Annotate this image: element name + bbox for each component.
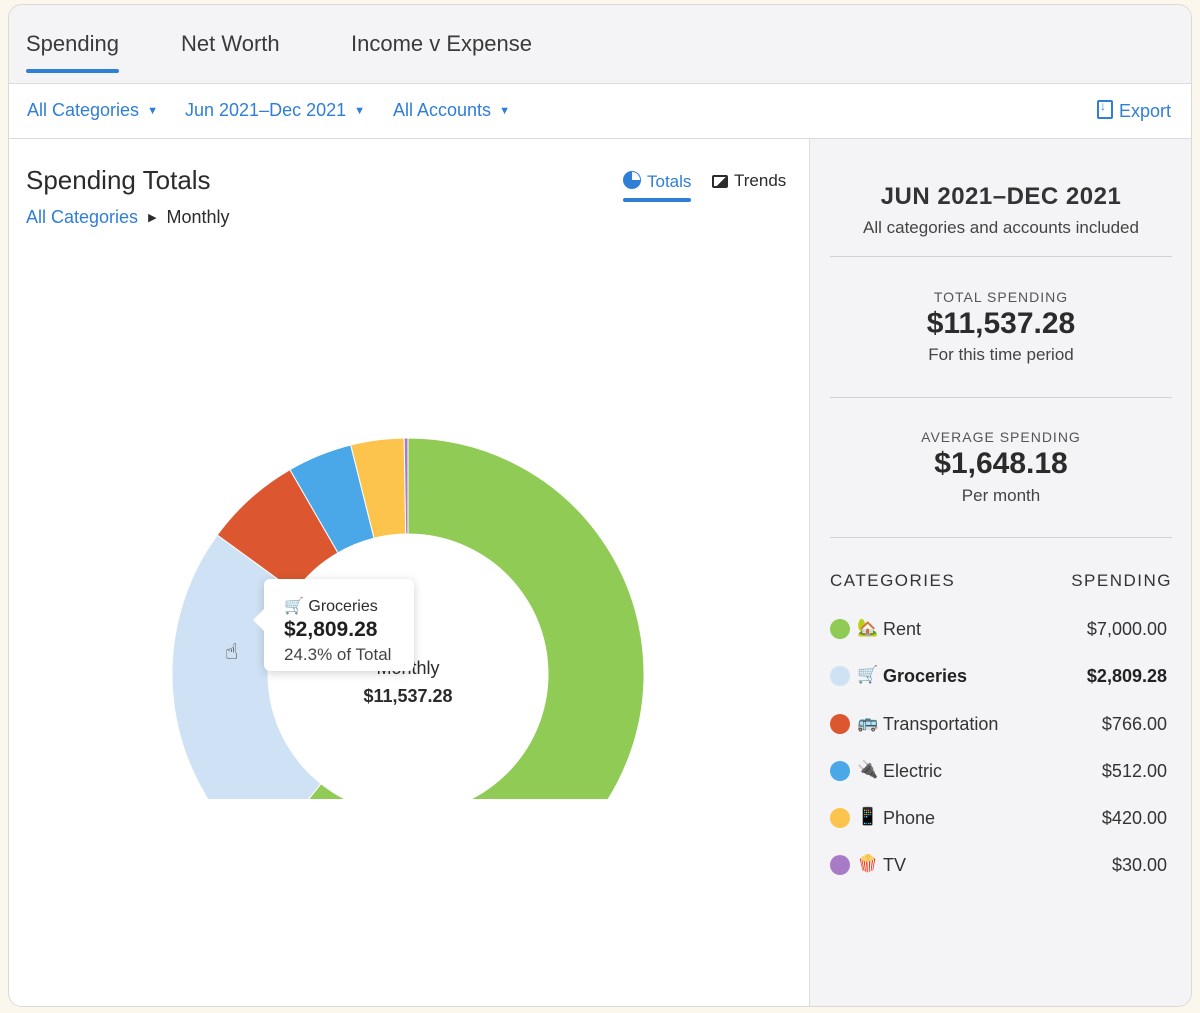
- category-amount: $30.00: [1111, 855, 1167, 875]
- totals-label: Totals: [647, 172, 692, 191]
- tab-net-worth[interactable]: Net Worth: [181, 31, 280, 56]
- tooltip-category-name: Groceries: [308, 598, 378, 615]
- breadcrumb-current: Monthly: [166, 207, 230, 227]
- cart-icon: 🛒: [857, 665, 879, 684]
- hand-cursor-icon: ☝: [225, 639, 239, 664]
- category-name: Phone: [883, 808, 936, 828]
- divider: [830, 397, 1172, 398]
- category-name: Rent: [883, 619, 922, 639]
- spending-header: SPENDING: [1071, 571, 1172, 590]
- spending-chart-panel: Spending Totals All Categories ▶ Monthly T…: [9, 139, 809, 1006]
- tooltip-amount: $2,809.28: [284, 618, 378, 641]
- category-row-electric[interactable]: 🔌 Electric $512.00: [830, 757, 1167, 787]
- house-icon: 🏡: [857, 618, 879, 637]
- category-amount: $420.00: [1101, 808, 1167, 828]
- totals-view-toggle[interactable]: Totals: [623, 171, 692, 202]
- category-filter-label: All Categories: [27, 100, 140, 120]
- divider: [830, 537, 1172, 538]
- cart-icon: 🛒: [284, 598, 304, 615]
- category-row-transportation[interactable]: 🚌 Transportation $766.00: [830, 710, 1167, 740]
- category-row-tv[interactable]: 🍿 TV $30.00: [830, 851, 1167, 881]
- tab-spending[interactable]: Spending: [26, 31, 119, 73]
- donut-slice-tv[interactable]: [403, 437, 409, 535]
- tooltip-category: 🛒 Groceries: [284, 596, 378, 616]
- category-name: TV: [883, 855, 907, 875]
- category-name: Electric: [883, 761, 943, 781]
- trends-label: Trends: [734, 171, 787, 190]
- category-row-phone[interactable]: 📱 Phone $420.00: [830, 804, 1167, 834]
- category-color-dot: [830, 855, 850, 875]
- donut-slice-rent[interactable]: [261, 437, 645, 799]
- tab-income-v-expense[interactable]: Income v Expense: [351, 31, 532, 56]
- category-amount: $7,000.00: [1086, 619, 1167, 639]
- category-color-dot: [830, 761, 850, 781]
- caret-right-icon: ▶: [148, 212, 157, 224]
- filter-bar: All Categories ▼ Jun 2021–Dec 2021 ▼ All A…: [9, 84, 1191, 139]
- spending-donut-chart: Monthly $11,537.28: [171, 437, 645, 799]
- category-name: Transportation: [883, 714, 999, 734]
- categories-header: CATEGORIES: [830, 571, 956, 590]
- average-spending-value: $1,648.18: [934, 447, 1068, 480]
- category-name: Groceries: [883, 666, 968, 686]
- period-subtitle: All categories and accounts included: [863, 218, 1139, 237]
- reports-card: Spending Net Worth Income v Expense All …: [8, 4, 1192, 1007]
- date-range-label: Jun 2021–Dec 2021: [185, 100, 347, 120]
- category-amount: $766.00: [1101, 714, 1167, 734]
- category-filter-dropdown[interactable]: All Categories ▼: [27, 100, 158, 121]
- period-title: JUN 2021–DEC 2021: [880, 183, 1122, 210]
- caret-down-icon: ▼: [354, 105, 366, 117]
- divider: [830, 256, 1172, 257]
- image-icon: [712, 175, 728, 188]
- report-tabs: Spending Net Worth Income v Expense: [9, 5, 1191, 84]
- total-spending-value: $11,537.28: [926, 307, 1076, 340]
- category-amount: $2,809.28: [1086, 666, 1167, 686]
- breadcrumb-all-categories[interactable]: All Categories: [26, 207, 139, 227]
- date-range-dropdown[interactable]: Jun 2021–Dec 2021 ▼: [185, 100, 365, 121]
- average-spending-note: Per month: [961, 486, 1041, 505]
- export-button[interactable]: Export: [1096, 99, 1171, 122]
- summary-panel: JUN 2021–DEC 2021 All categories and acc…: [809, 139, 1191, 1006]
- total-spending-label: TOTAL SPENDING: [933, 289, 1069, 305]
- accounts-filter-dropdown[interactable]: All Accounts ▼: [393, 100, 510, 121]
- export-label: Export: [1118, 101, 1171, 121]
- slice-tooltip: 🛒 Groceries $2,809.28 24.3% of Total: [253, 579, 414, 671]
- plug-icon: 🔌: [857, 760, 879, 779]
- tooltip-percent: 24.3% of Total: [284, 645, 392, 664]
- caret-down-icon: ▼: [147, 105, 158, 117]
- category-color-dot: [830, 619, 850, 639]
- category-color-dot: [830, 714, 850, 734]
- category-row-groceries[interactable]: 🛒 Groceries $2,809.28: [830, 662, 1167, 692]
- section-title: Spending Totals: [26, 165, 211, 195]
- export-icon: [1096, 99, 1113, 119]
- bus-icon: 🚌: [857, 713, 879, 732]
- category-color-dot: [830, 808, 850, 828]
- pie-chart-icon: [623, 171, 641, 189]
- phone-icon: 📱: [857, 807, 879, 826]
- breadcrumb: All Categories ▶ Monthly: [26, 207, 230, 228]
- average-spending-label: AVERAGE SPENDING: [921, 429, 1081, 445]
- category-amount: $512.00: [1101, 761, 1167, 781]
- trends-view-toggle[interactable]: Trends: [712, 171, 786, 191]
- accounts-filter-label: All Accounts: [393, 100, 492, 120]
- donut-center-total: $11,537.28: [363, 686, 452, 706]
- total-spending-note: For this time period: [928, 345, 1074, 364]
- caret-down-icon: ▼: [499, 105, 510, 117]
- popcorn-icon: 🍿: [857, 854, 879, 873]
- category-color-dot: [830, 666, 850, 686]
- category-row-rent[interactable]: 🏡 Rent $7,000.00: [830, 615, 1167, 645]
